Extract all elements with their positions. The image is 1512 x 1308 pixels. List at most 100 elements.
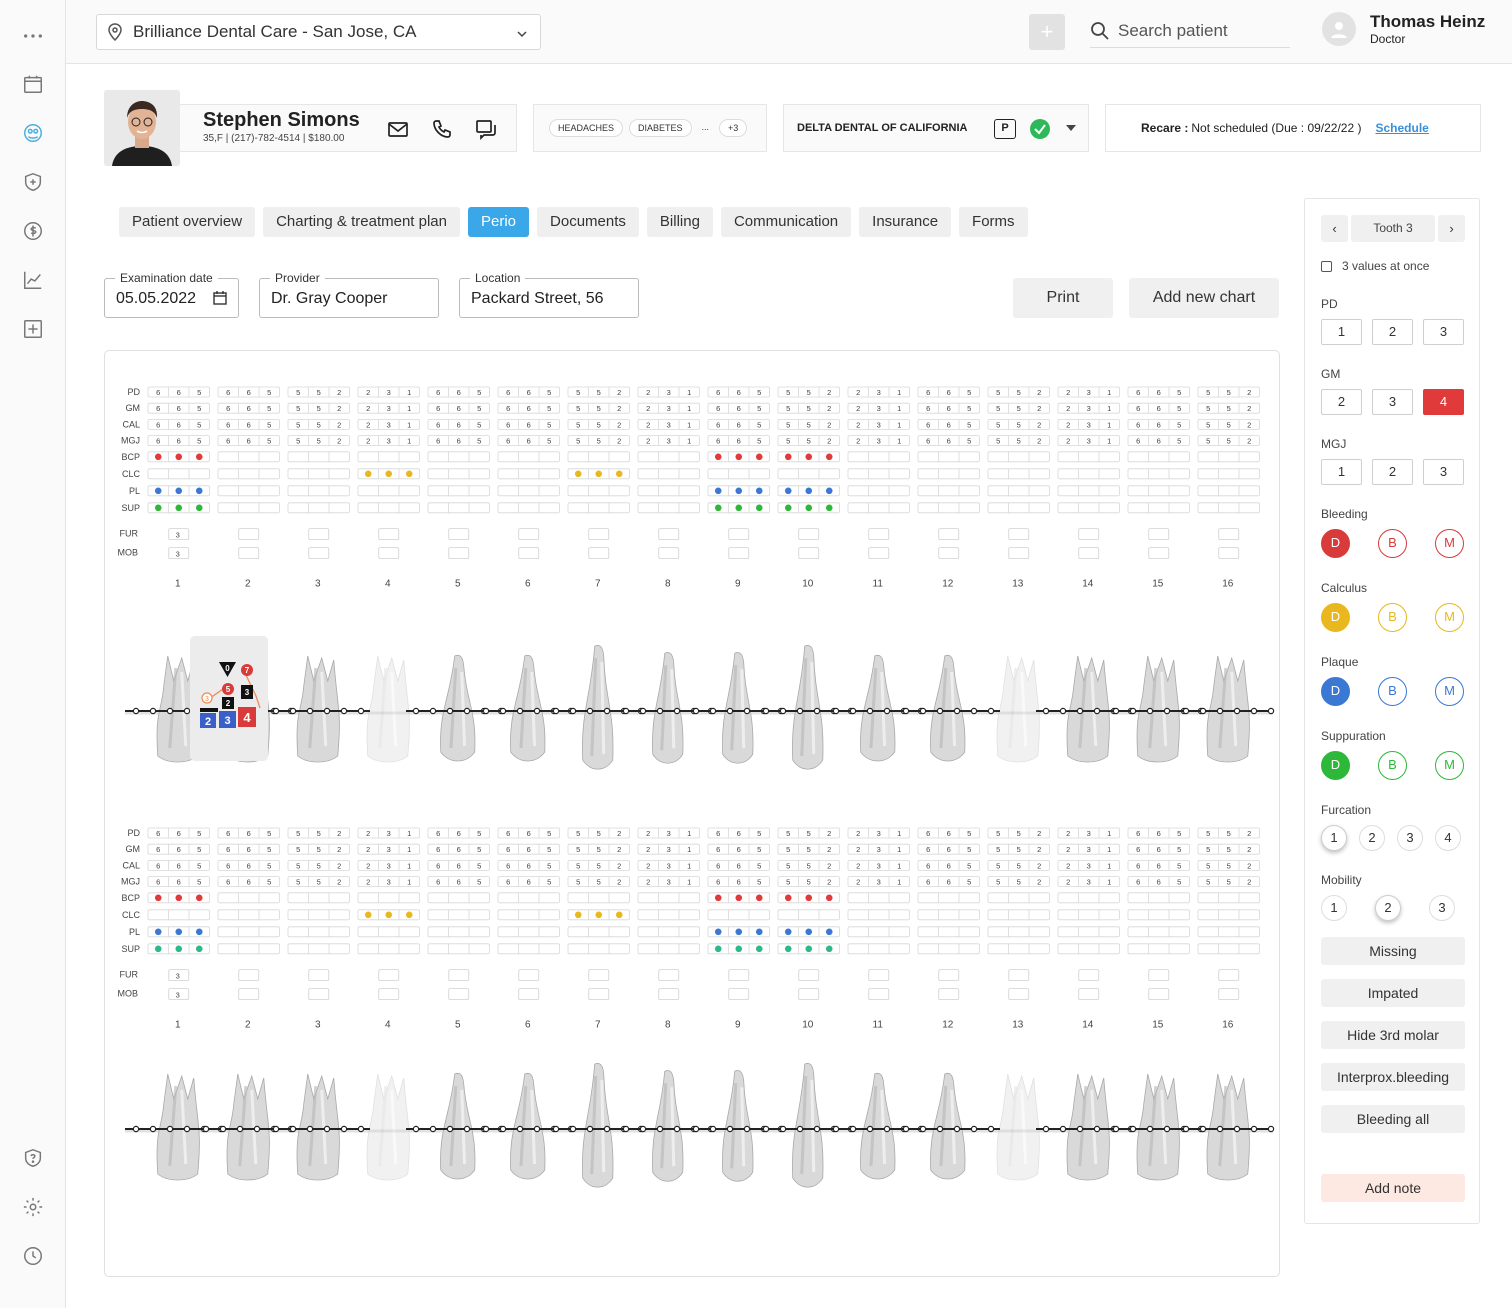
mgj-option[interactable]: 3 bbox=[1423, 459, 1464, 485]
mobility-option[interactable]: 3 bbox=[1429, 895, 1455, 921]
perio-value: 2 bbox=[617, 829, 621, 838]
bleeding-m-button[interactable]: M bbox=[1435, 529, 1464, 558]
mobility-option-selected[interactable]: 2 bbox=[1375, 895, 1401, 921]
provider-field[interactable]: Provider Dr. Gray Cooper bbox=[259, 271, 439, 318]
tooth-number: 13 bbox=[1012, 1020, 1024, 1031]
clock-icon[interactable] bbox=[21, 1244, 45, 1268]
mail-icon[interactable] bbox=[387, 118, 409, 140]
perio-value: 3 bbox=[667, 404, 671, 413]
more-icon[interactable] bbox=[21, 24, 45, 48]
furcation-option[interactable]: 4 bbox=[1435, 825, 1461, 851]
impated-button[interactable]: Impated bbox=[1321, 979, 1465, 1007]
suppuration-d-button[interactable]: D bbox=[1321, 751, 1350, 780]
tab-forms[interactable]: Forms bbox=[959, 207, 1028, 237]
chart-icon[interactable] bbox=[21, 268, 45, 292]
calendar-icon[interactable] bbox=[21, 72, 45, 96]
perio-dot-clc bbox=[574, 470, 582, 478]
search-input[interactable] bbox=[1118, 20, 1278, 41]
gm-option-selected[interactable]: 4 bbox=[1423, 389, 1464, 415]
bleeding-all-button[interactable]: Bleeding all bbox=[1321, 1105, 1465, 1133]
medical-plus-icon[interactable] bbox=[21, 317, 45, 341]
tooth-number: 4 bbox=[385, 1020, 391, 1031]
perio-value: 2 bbox=[646, 437, 650, 446]
tag-more-count[interactable]: +3 bbox=[719, 119, 748, 137]
perio-fur-box bbox=[868, 528, 890, 541]
tab-charting[interactable]: Charting & treatment plan bbox=[263, 207, 460, 237]
add-note-button[interactable]: Add note bbox=[1321, 1174, 1465, 1202]
gm-option[interactable]: 2 bbox=[1321, 389, 1362, 415]
upper-tooth-highlight bbox=[810, 662, 816, 755]
missing-button[interactable]: Missing bbox=[1321, 937, 1465, 965]
perio-value: 5 bbox=[807, 845, 811, 854]
interprox-bleeding-button[interactable]: Interprox.bleeding bbox=[1321, 1063, 1465, 1091]
bleeding-b-button[interactable]: B bbox=[1378, 529, 1407, 558]
insurance-box[interactable]: DELTA DENTAL OF CALIFORNIA P bbox=[783, 104, 1089, 152]
perio-value: 2 bbox=[337, 829, 341, 838]
perio-dot-pl bbox=[755, 487, 763, 495]
prev-tooth-button[interactable]: ‹ bbox=[1321, 215, 1348, 242]
chat-icon[interactable] bbox=[475, 118, 497, 141]
add-button[interactable]: + bbox=[1029, 14, 1065, 50]
perio-fur-box bbox=[1078, 528, 1100, 541]
plaque-b-button[interactable]: B bbox=[1378, 677, 1407, 706]
patients-icon[interactable] bbox=[21, 121, 45, 145]
add-new-chart-button[interactable]: Add new chart bbox=[1129, 278, 1279, 318]
pd-option[interactable]: 1 bbox=[1321, 319, 1362, 345]
dollar-icon[interactable] bbox=[21, 219, 45, 243]
help-shield-icon[interactable] bbox=[21, 1146, 45, 1170]
checkbox[interactable] bbox=[1321, 260, 1332, 272]
shield-plus-icon[interactable] bbox=[21, 170, 45, 194]
pd-option[interactable]: 2 bbox=[1372, 319, 1413, 345]
perio-cell-group bbox=[497, 859, 560, 871]
location-select[interactable]: Brilliance Dental Care - San Jose, CA bbox=[96, 14, 541, 50]
search-box[interactable] bbox=[1090, 14, 1290, 48]
plaque-d-button[interactable]: D bbox=[1321, 677, 1350, 706]
gear-icon[interactable] bbox=[21, 1195, 45, 1219]
next-tooth-button[interactable]: › bbox=[1438, 215, 1465, 242]
suppuration-b-button[interactable]: B bbox=[1378, 751, 1407, 780]
furcation-option[interactable]: 2 bbox=[1359, 825, 1385, 851]
lower-measure-point bbox=[236, 1125, 244, 1133]
perio-value: 5 bbox=[786, 420, 790, 429]
print-button[interactable]: Print bbox=[1013, 278, 1113, 318]
tag-headaches[interactable]: HEADACHES bbox=[549, 119, 624, 137]
upper-tooth-shading bbox=[1218, 667, 1228, 749]
tooth-number: 10 bbox=[802, 579, 814, 590]
user-menu[interactable]: Thomas Heinz Doctor bbox=[1322, 12, 1485, 46]
perio-value: 5 bbox=[317, 420, 321, 429]
pd-option[interactable]: 3 bbox=[1423, 319, 1464, 345]
mobility-option[interactable]: 1 bbox=[1321, 895, 1347, 921]
tab-patient-overview[interactable]: Patient overview bbox=[119, 207, 256, 237]
caret-down-icon[interactable] bbox=[1066, 125, 1076, 131]
mgj-option[interactable]: 1 bbox=[1321, 459, 1362, 485]
tab-communication[interactable]: Communication bbox=[720, 207, 852, 237]
furcation-option-selected[interactable]: 1 bbox=[1321, 825, 1347, 851]
perio-cell-group bbox=[1127, 876, 1190, 887]
tab-documents[interactable]: Documents bbox=[537, 207, 639, 237]
bleeding-d-button[interactable]: D bbox=[1321, 529, 1350, 558]
phone-icon[interactable] bbox=[431, 118, 453, 140]
perio-cell-group bbox=[427, 435, 490, 446]
plaque-m-button[interactable]: M bbox=[1435, 677, 1464, 706]
calendar-icon[interactable] bbox=[212, 290, 228, 311]
gm-option[interactable]: 3 bbox=[1372, 389, 1413, 415]
hide-3rd-molar-button[interactable]: Hide 3rd molar bbox=[1321, 1021, 1465, 1049]
mgj-option[interactable]: 2 bbox=[1372, 459, 1413, 485]
perio-cell-group bbox=[847, 926, 910, 938]
tab-billing[interactable]: Billing bbox=[646, 207, 713, 237]
three-values-toggle[interactable]: 3 values at once bbox=[1321, 259, 1429, 273]
tab-insurance[interactable]: Insurance bbox=[859, 207, 952, 237]
perio-value: 2 bbox=[856, 829, 860, 838]
calculus-m-button[interactable]: M bbox=[1435, 603, 1464, 632]
furcation-option[interactable]: 3 bbox=[1397, 825, 1423, 851]
suppuration-m-button[interactable]: M bbox=[1435, 751, 1464, 780]
schedule-link[interactable]: Schedule bbox=[1375, 121, 1429, 135]
exam-date-field[interactable]: Examination date 05.05.2022 bbox=[104, 271, 239, 318]
perio-value: 6 bbox=[226, 437, 230, 446]
calculus-b-button[interactable]: B bbox=[1378, 603, 1407, 632]
calculus-d-button[interactable]: D bbox=[1321, 603, 1350, 632]
location-field[interactable]: Location Packard Street, 56 bbox=[459, 271, 639, 318]
tag-diabetes[interactable]: DIABETES bbox=[629, 119, 692, 137]
perio-value: 5 bbox=[197, 404, 201, 413]
tab-perio[interactable]: Perio bbox=[468, 207, 530, 237]
